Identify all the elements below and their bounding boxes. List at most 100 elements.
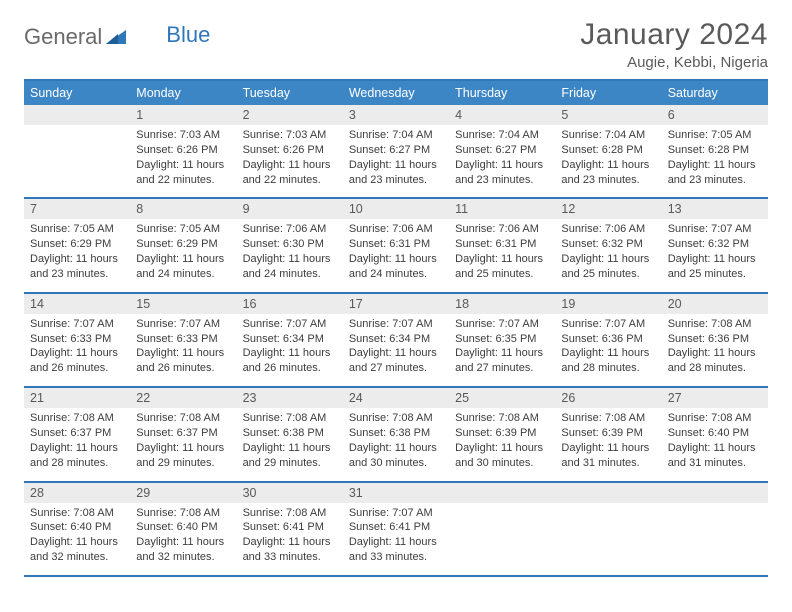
calendar-cell: 27Sunrise: 7:08 AMSunset: 6:40 PMDayligh… <box>662 388 768 480</box>
sunrise-text: Sunrise: 7:05 AM <box>30 222 124 237</box>
calendar-cell: 7Sunrise: 7:05 AMSunset: 6:29 PMDaylight… <box>24 199 130 291</box>
sunrise-text: Sunrise: 7:06 AM <box>561 222 655 237</box>
day-number: 2 <box>237 105 343 125</box>
day-details: Sunrise: 7:05 AMSunset: 6:29 PMDaylight:… <box>24 219 130 291</box>
calendar-cell: 17Sunrise: 7:07 AMSunset: 6:34 PMDayligh… <box>343 294 449 386</box>
sunrise-text: Sunrise: 7:08 AM <box>561 411 655 426</box>
dow-label: Sunday <box>24 81 130 105</box>
daylight-text: Daylight: 11 hours and 22 minutes. <box>136 158 230 188</box>
day-of-week-header: SundayMondayTuesdayWednesdayThursdayFrid… <box>24 81 768 105</box>
brand-part2: Blue <box>166 22 210 48</box>
sunrise-text: Sunrise: 7:08 AM <box>243 506 337 521</box>
sunrise-text: Sunrise: 7:07 AM <box>243 317 337 332</box>
daylight-text: Daylight: 11 hours and 24 minutes. <box>349 252 443 282</box>
daylight-text: Daylight: 11 hours and 29 minutes. <box>243 441 337 471</box>
daylight-text: Daylight: 11 hours and 28 minutes. <box>30 441 124 471</box>
daylight-text: Daylight: 11 hours and 31 minutes. <box>561 441 655 471</box>
sunrise-text: Sunrise: 7:07 AM <box>561 317 655 332</box>
sunset-text: Sunset: 6:28 PM <box>561 143 655 158</box>
daylight-text: Daylight: 11 hours and 22 minutes. <box>243 158 337 188</box>
day-details: Sunrise: 7:03 AMSunset: 6:26 PMDaylight:… <box>130 125 236 197</box>
day-number: 22 <box>130 388 236 408</box>
day-number: 25 <box>449 388 555 408</box>
day-number: 11 <box>449 199 555 219</box>
day-number: 19 <box>555 294 661 314</box>
sunset-text: Sunset: 6:36 PM <box>668 332 762 347</box>
day-number: 31 <box>343 483 449 503</box>
day-number: 9 <box>237 199 343 219</box>
day-details: Sunrise: 7:08 AMSunset: 6:40 PMDaylight:… <box>130 503 236 575</box>
sunrise-text: Sunrise: 7:08 AM <box>136 411 230 426</box>
header-bar: General Blue January 2024 Augie, Kebbi, … <box>24 18 768 71</box>
sunset-text: Sunset: 6:37 PM <box>136 426 230 441</box>
day-number: 14 <box>24 294 130 314</box>
day-details: Sunrise: 7:07 AMSunset: 6:36 PMDaylight:… <box>555 314 661 386</box>
calendar-week: 14Sunrise: 7:07 AMSunset: 6:33 PMDayligh… <box>24 294 768 388</box>
sunrise-text: Sunrise: 7:07 AM <box>136 317 230 332</box>
day-details: Sunrise: 7:04 AMSunset: 6:27 PMDaylight:… <box>449 125 555 197</box>
sunset-text: Sunset: 6:40 PM <box>136 520 230 535</box>
sunset-text: Sunset: 6:32 PM <box>668 237 762 252</box>
day-details: Sunrise: 7:07 AMSunset: 6:33 PMDaylight:… <box>130 314 236 386</box>
day-number: 8 <box>130 199 236 219</box>
day-details <box>449 503 555 531</box>
day-details: Sunrise: 7:06 AMSunset: 6:31 PMDaylight:… <box>343 219 449 291</box>
sunset-text: Sunset: 6:40 PM <box>668 426 762 441</box>
sunset-text: Sunset: 6:38 PM <box>349 426 443 441</box>
sunset-text: Sunset: 6:31 PM <box>349 237 443 252</box>
daylight-text: Daylight: 11 hours and 32 minutes. <box>30 535 124 565</box>
sunrise-text: Sunrise: 7:08 AM <box>668 411 762 426</box>
day-number: 29 <box>130 483 236 503</box>
sunset-text: Sunset: 6:26 PM <box>136 143 230 158</box>
sunset-text: Sunset: 6:41 PM <box>243 520 337 535</box>
sunset-text: Sunset: 6:31 PM <box>455 237 549 252</box>
calendar-cell <box>24 105 130 197</box>
month-title: January 2024 <box>580 18 768 52</box>
daylight-text: Daylight: 11 hours and 25 minutes. <box>668 252 762 282</box>
sunrise-text: Sunrise: 7:06 AM <box>349 222 443 237</box>
calendar-cell: 12Sunrise: 7:06 AMSunset: 6:32 PMDayligh… <box>555 199 661 291</box>
calendar-cell: 10Sunrise: 7:06 AMSunset: 6:31 PMDayligh… <box>343 199 449 291</box>
calendar-cell: 28Sunrise: 7:08 AMSunset: 6:40 PMDayligh… <box>24 483 130 575</box>
calendar-cell: 21Sunrise: 7:08 AMSunset: 6:37 PMDayligh… <box>24 388 130 480</box>
day-number: 15 <box>130 294 236 314</box>
daylight-text: Daylight: 11 hours and 23 minutes. <box>30 252 124 282</box>
day-number: 5 <box>555 105 661 125</box>
sunset-text: Sunset: 6:34 PM <box>243 332 337 347</box>
day-number: 12 <box>555 199 661 219</box>
day-details: Sunrise: 7:05 AMSunset: 6:29 PMDaylight:… <box>130 219 236 291</box>
calendar-cell: 14Sunrise: 7:07 AMSunset: 6:33 PMDayligh… <box>24 294 130 386</box>
sunrise-text: Sunrise: 7:05 AM <box>668 128 762 143</box>
day-details: Sunrise: 7:07 AMSunset: 6:33 PMDaylight:… <box>24 314 130 386</box>
day-details: Sunrise: 7:08 AMSunset: 6:39 PMDaylight:… <box>555 408 661 480</box>
day-number: 16 <box>237 294 343 314</box>
location-subtitle: Augie, Kebbi, Nigeria <box>580 54 768 71</box>
day-details <box>555 503 661 531</box>
daylight-text: Daylight: 11 hours and 26 minutes. <box>30 346 124 376</box>
day-number: 10 <box>343 199 449 219</box>
sunset-text: Sunset: 6:34 PM <box>349 332 443 347</box>
daylight-text: Daylight: 11 hours and 32 minutes. <box>136 535 230 565</box>
sunset-text: Sunset: 6:41 PM <box>349 520 443 535</box>
sunset-text: Sunset: 6:37 PM <box>30 426 124 441</box>
calendar-cell <box>449 483 555 575</box>
dow-label: Monday <box>130 81 236 105</box>
daylight-text: Daylight: 11 hours and 30 minutes. <box>349 441 443 471</box>
day-number: 21 <box>24 388 130 408</box>
daylight-text: Daylight: 11 hours and 25 minutes. <box>455 252 549 282</box>
day-number: 23 <box>237 388 343 408</box>
calendar-week: 7Sunrise: 7:05 AMSunset: 6:29 PMDaylight… <box>24 199 768 293</box>
daylight-text: Daylight: 11 hours and 26 minutes. <box>243 346 337 376</box>
sunset-text: Sunset: 6:29 PM <box>136 237 230 252</box>
sunrise-text: Sunrise: 7:03 AM <box>136 128 230 143</box>
daylight-text: Daylight: 11 hours and 23 minutes. <box>349 158 443 188</box>
calendar-cell: 26Sunrise: 7:08 AMSunset: 6:39 PMDayligh… <box>555 388 661 480</box>
day-number: 4 <box>449 105 555 125</box>
day-number: 20 <box>662 294 768 314</box>
day-number: 1 <box>130 105 236 125</box>
sunrise-text: Sunrise: 7:07 AM <box>30 317 124 332</box>
sunrise-text: Sunrise: 7:08 AM <box>349 411 443 426</box>
day-details: Sunrise: 7:03 AMSunset: 6:26 PMDaylight:… <box>237 125 343 197</box>
day-number: 13 <box>662 199 768 219</box>
day-details: Sunrise: 7:08 AMSunset: 6:41 PMDaylight:… <box>237 503 343 575</box>
